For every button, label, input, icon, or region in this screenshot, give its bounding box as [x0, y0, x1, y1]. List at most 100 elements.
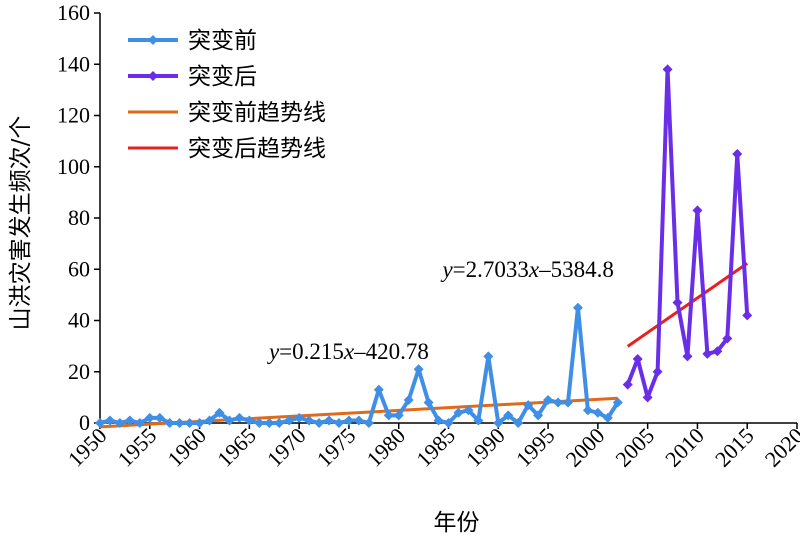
x-tick-label: 1955: [113, 423, 162, 472]
data-point: [244, 415, 255, 426]
series-line-突变后: [625, 67, 750, 400]
data-point: [423, 397, 434, 408]
y-tick-label: 0: [79, 410, 90, 435]
data-point: [184, 418, 195, 428]
data-point: [104, 415, 115, 426]
data-point: [493, 418, 504, 428]
data-point: [234, 412, 245, 423]
equation-part: –5384.8: [538, 257, 614, 282]
data-point: [523, 400, 534, 411]
data-point: [533, 410, 544, 421]
legend-swatch-marker: [148, 71, 158, 81]
data-point: [373, 384, 384, 395]
data-point: [622, 379, 633, 390]
data-point: [164, 418, 175, 428]
data-point: [324, 415, 335, 426]
data-point: [304, 415, 315, 426]
data-point: [204, 415, 215, 426]
data-point: [264, 418, 275, 428]
y-tick-label: 100: [57, 154, 90, 179]
trend-equation: y=0.215x–420.78: [267, 339, 429, 364]
equation-part: –420.78: [353, 339, 429, 364]
data-point: [294, 412, 305, 423]
data-point: [682, 351, 693, 362]
data-point: [592, 407, 603, 418]
data-point: [513, 418, 524, 428]
equation-part: =0.215: [279, 339, 344, 364]
data-point: [174, 418, 185, 428]
x-tick-label: 1980: [361, 423, 410, 472]
data-point: [224, 415, 235, 426]
y-tick-label: 40: [68, 308, 90, 333]
data-point: [393, 410, 404, 421]
data-point: [632, 353, 643, 364]
data-point: [692, 205, 703, 216]
data-point: [662, 64, 673, 75]
series-layer: [95, 64, 753, 429]
equation-part: x: [528, 257, 540, 282]
data-point: [343, 415, 354, 426]
data-point: [742, 310, 753, 321]
trend-equation: y=2.7033x–5384.8: [440, 257, 613, 282]
data-point: [144, 412, 155, 423]
data-point: [363, 418, 374, 428]
data-point: [553, 397, 564, 408]
x-tick-label: 2020: [760, 423, 800, 472]
x-tick-label: 2000: [561, 423, 610, 472]
trendline-突变后趋势线: [626, 262, 749, 348]
data-point: [403, 394, 414, 405]
data-point: [572, 302, 583, 313]
data-point: [114, 418, 125, 428]
data-point: [433, 415, 444, 426]
data-point: [732, 148, 743, 159]
data-point: [463, 405, 474, 416]
x-tick-label: 1995: [511, 423, 560, 472]
data-point: [333, 418, 344, 428]
data-point: [602, 412, 613, 423]
x-tick-label: 1965: [212, 423, 261, 472]
legend-label: 突变后: [188, 64, 257, 90]
y-tick-label: 120: [57, 103, 90, 128]
data-point: [722, 333, 733, 344]
data-point: [95, 418, 105, 428]
x-axis-title: 年份: [434, 510, 480, 536]
data-point: [642, 392, 653, 403]
data-point: [284, 415, 295, 426]
y-tick-label: 160: [57, 0, 90, 25]
y-tick-label: 60: [68, 256, 90, 281]
data-point: [503, 410, 514, 421]
equation-part: x: [343, 339, 355, 364]
data-point: [483, 351, 494, 362]
data-point: [353, 415, 364, 426]
data-point: [194, 418, 205, 428]
x-tick-label: 1990: [461, 423, 510, 472]
equation-part: y: [440, 257, 453, 282]
data-point: [582, 405, 593, 416]
data-point: [134, 418, 145, 428]
data-point: [154, 412, 165, 423]
x-tick-label: 1985: [411, 423, 460, 472]
equation-part: =2.7033: [453, 257, 529, 282]
annotations: y=0.215x–420.78y=2.7033x–5384.8: [267, 257, 614, 364]
data-point: [453, 407, 464, 418]
data-point: [543, 394, 554, 405]
data-point: [672, 297, 683, 308]
x-tick-label: 1970: [262, 423, 311, 472]
data-point: [473, 415, 484, 426]
legend-swatch-marker: [148, 35, 158, 45]
data-point: [612, 397, 623, 408]
x-tick-label: 1950: [63, 423, 112, 472]
x-tick-label: 1975: [312, 423, 361, 472]
legend-label: 突变前趋势线: [188, 100, 326, 126]
data-point: [254, 418, 265, 428]
y-tick-label: 20: [68, 359, 90, 384]
data-point: [124, 415, 135, 426]
y-tick-label: 140: [57, 51, 90, 76]
x-tick-label: 2015: [710, 423, 759, 472]
x-tick-label: 1960: [162, 423, 211, 472]
data-point: [383, 410, 394, 421]
data-point: [443, 418, 454, 428]
data-point: [562, 397, 573, 408]
